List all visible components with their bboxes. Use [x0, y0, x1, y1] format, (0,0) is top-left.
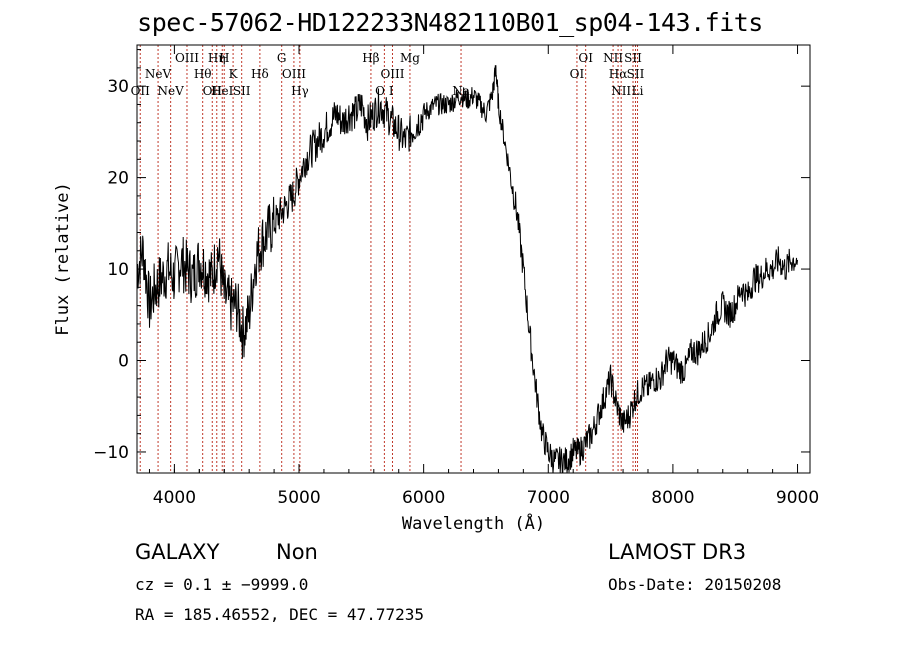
- spectrum-line: [136, 65, 798, 474]
- object-class: GALAXY: [135, 540, 220, 564]
- line-marker-label-11: Hδ: [251, 67, 269, 81]
- line-marker-label-14: Hγ: [291, 84, 309, 98]
- line-marker-label-23: Hα: [609, 67, 628, 81]
- line-marker-label-12: G: [277, 51, 287, 65]
- x-tick-label-0: 4000: [153, 488, 196, 508]
- line-marker-label-20: OI: [570, 67, 585, 81]
- line-marker-label-3: OIII: [175, 51, 199, 65]
- x-tick-label-5: 9000: [776, 488, 819, 508]
- line-marker-label-21: OI: [578, 51, 593, 65]
- line-marker-label-22: NII: [603, 51, 623, 65]
- line-marker-label-4: Hθ: [194, 67, 212, 81]
- line-marker-label-6: Hη: [208, 51, 226, 65]
- y-axis-ticks: −10 0 10 20 30: [93, 49, 810, 463]
- x-tick-label-2: 6000: [402, 488, 445, 508]
- line-marker-label-7: HeI: [211, 84, 234, 98]
- line-marker-labels: OIINeVNeVOIIIHθOIIHηHeIHKSIIHδGOIIIHγHβO…: [131, 51, 645, 98]
- obs-date: Obs-Date: 20150208: [608, 575, 782, 594]
- plot-frame: [136, 44, 811, 474]
- x-tick-label-4: 8000: [651, 488, 694, 508]
- line-marker-label-18: Mg: [400, 51, 420, 65]
- line-marker-label-10: SII: [233, 84, 251, 98]
- line-marker-label-0: OII: [131, 84, 151, 98]
- line-marker-label-5: OII: [203, 84, 223, 98]
- x-axis-ticks: 4000 5000 6000 7000 8000 9000: [148, 45, 819, 508]
- x-tick-label-3: 7000: [527, 488, 570, 508]
- line-marker-label-26: SII: [627, 67, 645, 81]
- line-marker-label-13: OIII: [282, 67, 306, 81]
- line-marker-label-25: SII: [624, 51, 642, 65]
- redshift-line: cz = 0.1 ± −9999.0: [135, 575, 309, 594]
- line-marker-label-24: NII: [611, 84, 631, 98]
- x-tick-label-1: 5000: [277, 488, 320, 508]
- y-axis-label: Flux (relative): [53, 182, 73, 336]
- line-marker-label-27: Li: [632, 84, 644, 98]
- chart-title: spec-57062-HD122233N482110B01_sp04-143.f…: [137, 8, 763, 37]
- x-axis-label: Wavelength (Å): [402, 512, 545, 534]
- survey-name: LAMOST DR3: [608, 540, 747, 564]
- line-marker-label-1: NeV: [145, 67, 172, 81]
- line-marker-label-16: O I: [375, 84, 394, 98]
- object-subclass: Non: [276, 540, 318, 564]
- coordinates: RA = 185.46552, DEC = 47.77235: [135, 605, 424, 624]
- line-marker-label-17: OIII: [380, 67, 404, 81]
- y-tick-label-4: 30: [107, 77, 129, 97]
- line-marker-label-2: NeV: [158, 84, 185, 98]
- line-marker-label-9: K: [229, 67, 239, 81]
- y-tick-label-0: −10: [93, 443, 129, 463]
- line-marker-label-8: H: [219, 51, 229, 65]
- y-tick-label-2: 10: [107, 260, 129, 280]
- y-tick-label-1: 0: [118, 352, 129, 372]
- y-tick-label-3: 20: [107, 169, 129, 189]
- line-marker-label-15: Hβ: [362, 51, 379, 65]
- line-markers: [139, 45, 639, 473]
